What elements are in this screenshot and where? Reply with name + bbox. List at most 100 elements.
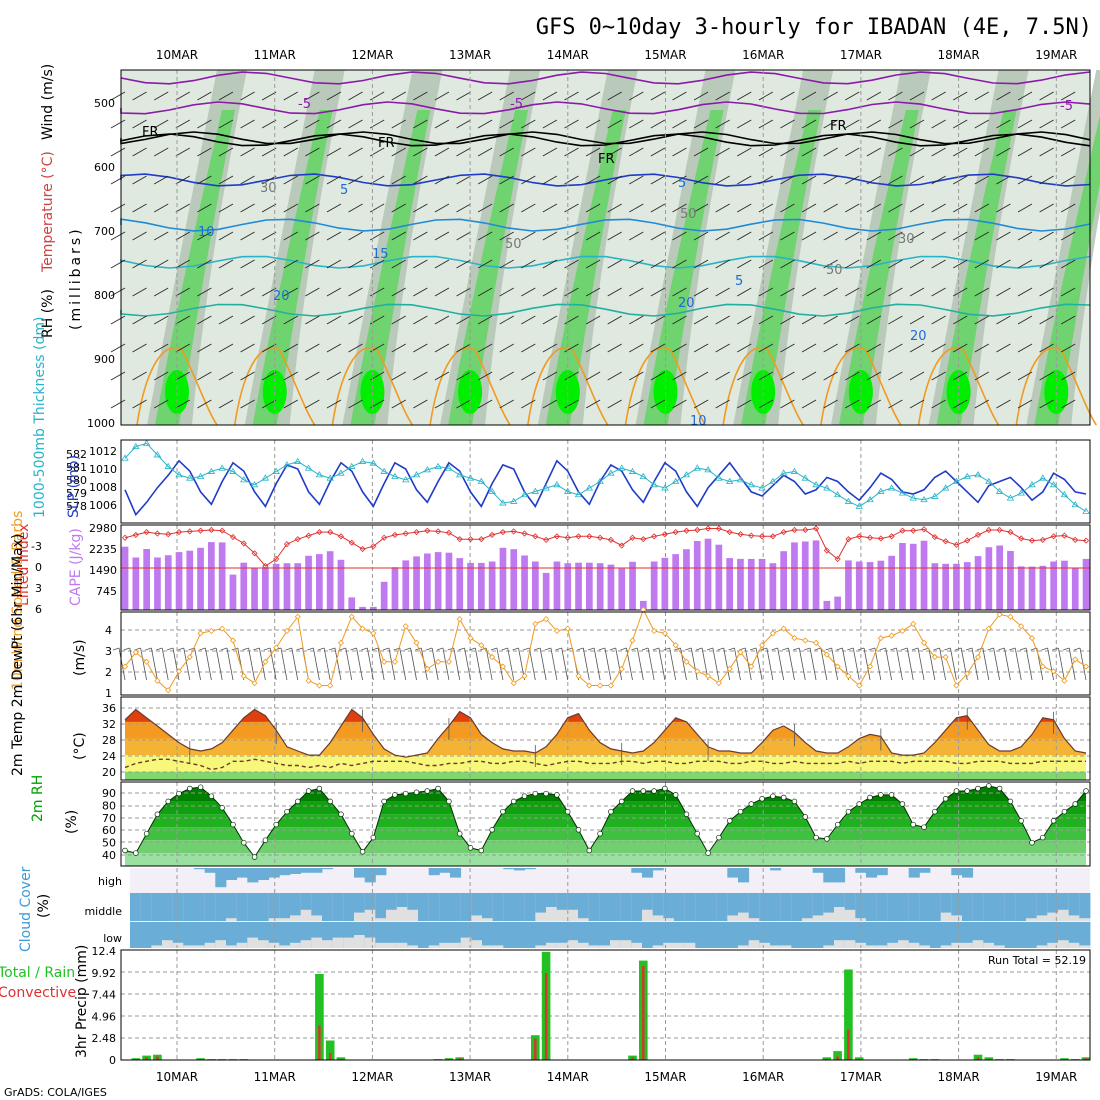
cloud-low-base bbox=[290, 922, 302, 948]
wind-barb bbox=[629, 315, 644, 325]
wind-barb bbox=[283, 315, 298, 325]
wind-barb-flag bbox=[998, 647, 1005, 651]
wind-barb bbox=[305, 287, 320, 297]
wind-barb bbox=[391, 119, 406, 129]
upper-wind-label: Wind (m/s) bbox=[40, 64, 56, 140]
wind-barb-flag bbox=[210, 647, 217, 651]
wind-barb-flag bbox=[145, 647, 152, 651]
cloud-high-cell bbox=[311, 868, 323, 873]
wind-barb bbox=[110, 147, 126, 157]
cloud-low-base bbox=[514, 922, 526, 948]
wind-barb bbox=[499, 119, 514, 129]
wind-barb bbox=[693, 147, 709, 157]
lifted-index-marker bbox=[759, 533, 766, 540]
thickness-marker bbox=[1039, 474, 1047, 481]
cloud-mid-cell bbox=[610, 893, 622, 921]
thickness-marker bbox=[596, 477, 604, 484]
wind-barb bbox=[780, 91, 795, 101]
lifted-index-marker bbox=[543, 536, 550, 543]
wind-barb bbox=[845, 315, 860, 325]
cloud-mid-cell bbox=[642, 893, 654, 910]
lifted-index-marker bbox=[478, 536, 485, 543]
precip-unit-label: 3hr Precip (mm) bbox=[74, 945, 90, 1058]
wind-barb-flag bbox=[123, 647, 130, 651]
cloud-low-base bbox=[1058, 922, 1070, 948]
wind-barb bbox=[434, 287, 450, 297]
wind-barb bbox=[823, 399, 838, 409]
wind-barb bbox=[866, 231, 882, 241]
wind-barb bbox=[456, 119, 471, 129]
lifted-index-marker bbox=[769, 533, 776, 540]
wind-speed-marker bbox=[499, 663, 506, 670]
wind-barb bbox=[305, 399, 320, 409]
lifted-index-marker bbox=[1018, 535, 1025, 542]
wind-barb bbox=[175, 399, 190, 409]
lifted-index-marker bbox=[974, 531, 982, 538]
wind-barb bbox=[693, 343, 709, 353]
rh-marker bbox=[575, 827, 582, 833]
wind-barb bbox=[485, 647, 493, 681]
thickness-marker bbox=[531, 487, 540, 494]
wind-barb bbox=[175, 371, 190, 381]
wind-barb bbox=[953, 259, 968, 269]
lifted-index-marker bbox=[1007, 529, 1014, 536]
wind-barb bbox=[172, 647, 180, 681]
lifted-index-marker bbox=[834, 555, 841, 563]
cloud-low-base bbox=[343, 922, 355, 948]
wind-barb bbox=[715, 91, 730, 101]
wind-barb bbox=[477, 259, 493, 269]
thickness-marker bbox=[402, 476, 410, 483]
rh-tick-label: 90 bbox=[102, 787, 116, 800]
wind-barb-flag bbox=[285, 647, 292, 651]
cloud-low-base bbox=[887, 922, 899, 948]
cloud-high-cell bbox=[834, 868, 846, 883]
wind-barb bbox=[693, 203, 709, 213]
wind-barb-flag bbox=[695, 647, 703, 651]
rh-band-moist bbox=[936, 110, 1017, 425]
wind-barb bbox=[391, 175, 406, 185]
wind-barb bbox=[801, 343, 817, 353]
rh-marker bbox=[953, 788, 960, 794]
wind-barb bbox=[280, 647, 288, 681]
wind-speed-marker bbox=[629, 637, 636, 644]
wind-barb bbox=[218, 203, 234, 213]
wind-barb-flag bbox=[911, 647, 919, 651]
wind-barb bbox=[780, 119, 795, 129]
wind-barb bbox=[132, 399, 147, 409]
cloud-low-base bbox=[450, 922, 462, 948]
wind-barb bbox=[758, 203, 774, 213]
wind-barb bbox=[507, 647, 515, 681]
wind-barb bbox=[305, 315, 320, 325]
lifted-index-marker bbox=[575, 533, 582, 540]
contour-label: 20 bbox=[910, 329, 927, 344]
isotherm-warm bbox=[917, 346, 1000, 426]
cloud-low-cell bbox=[556, 942, 568, 948]
wind-barb bbox=[283, 147, 298, 157]
wind-barb bbox=[974, 287, 990, 297]
thickness-marker bbox=[1060, 491, 1069, 498]
cloud-low-base bbox=[663, 922, 675, 948]
wind-barb bbox=[197, 287, 212, 297]
cloud-mid-cell bbox=[962, 893, 974, 921]
wind-barb bbox=[348, 287, 363, 297]
cloud-low-cell bbox=[215, 940, 227, 948]
thickness-marker bbox=[747, 481, 755, 488]
cloud-low-base bbox=[844, 922, 856, 948]
wind-barb bbox=[950, 647, 957, 681]
wind-speed-marker bbox=[1061, 677, 1068, 684]
wind-barb-flag bbox=[372, 647, 379, 651]
wind-speed-marker bbox=[877, 635, 884, 642]
cloud-low-base bbox=[599, 922, 611, 948]
wind-barb bbox=[356, 647, 363, 681]
wind-barb bbox=[737, 119, 752, 129]
wind-barb-flag bbox=[242, 647, 249, 651]
wind-barb bbox=[672, 315, 687, 325]
run-total-label: Run Total = 52.19 bbox=[988, 954, 1086, 967]
wind-barb-flag bbox=[836, 647, 843, 651]
cloud-low-cell bbox=[951, 942, 963, 948]
wind-barb-flag bbox=[544, 647, 552, 651]
cloud-mid-cell bbox=[567, 893, 579, 910]
wind-barb bbox=[413, 147, 428, 157]
rh-marker bbox=[845, 808, 852, 815]
thickness-marker bbox=[553, 481, 561, 488]
